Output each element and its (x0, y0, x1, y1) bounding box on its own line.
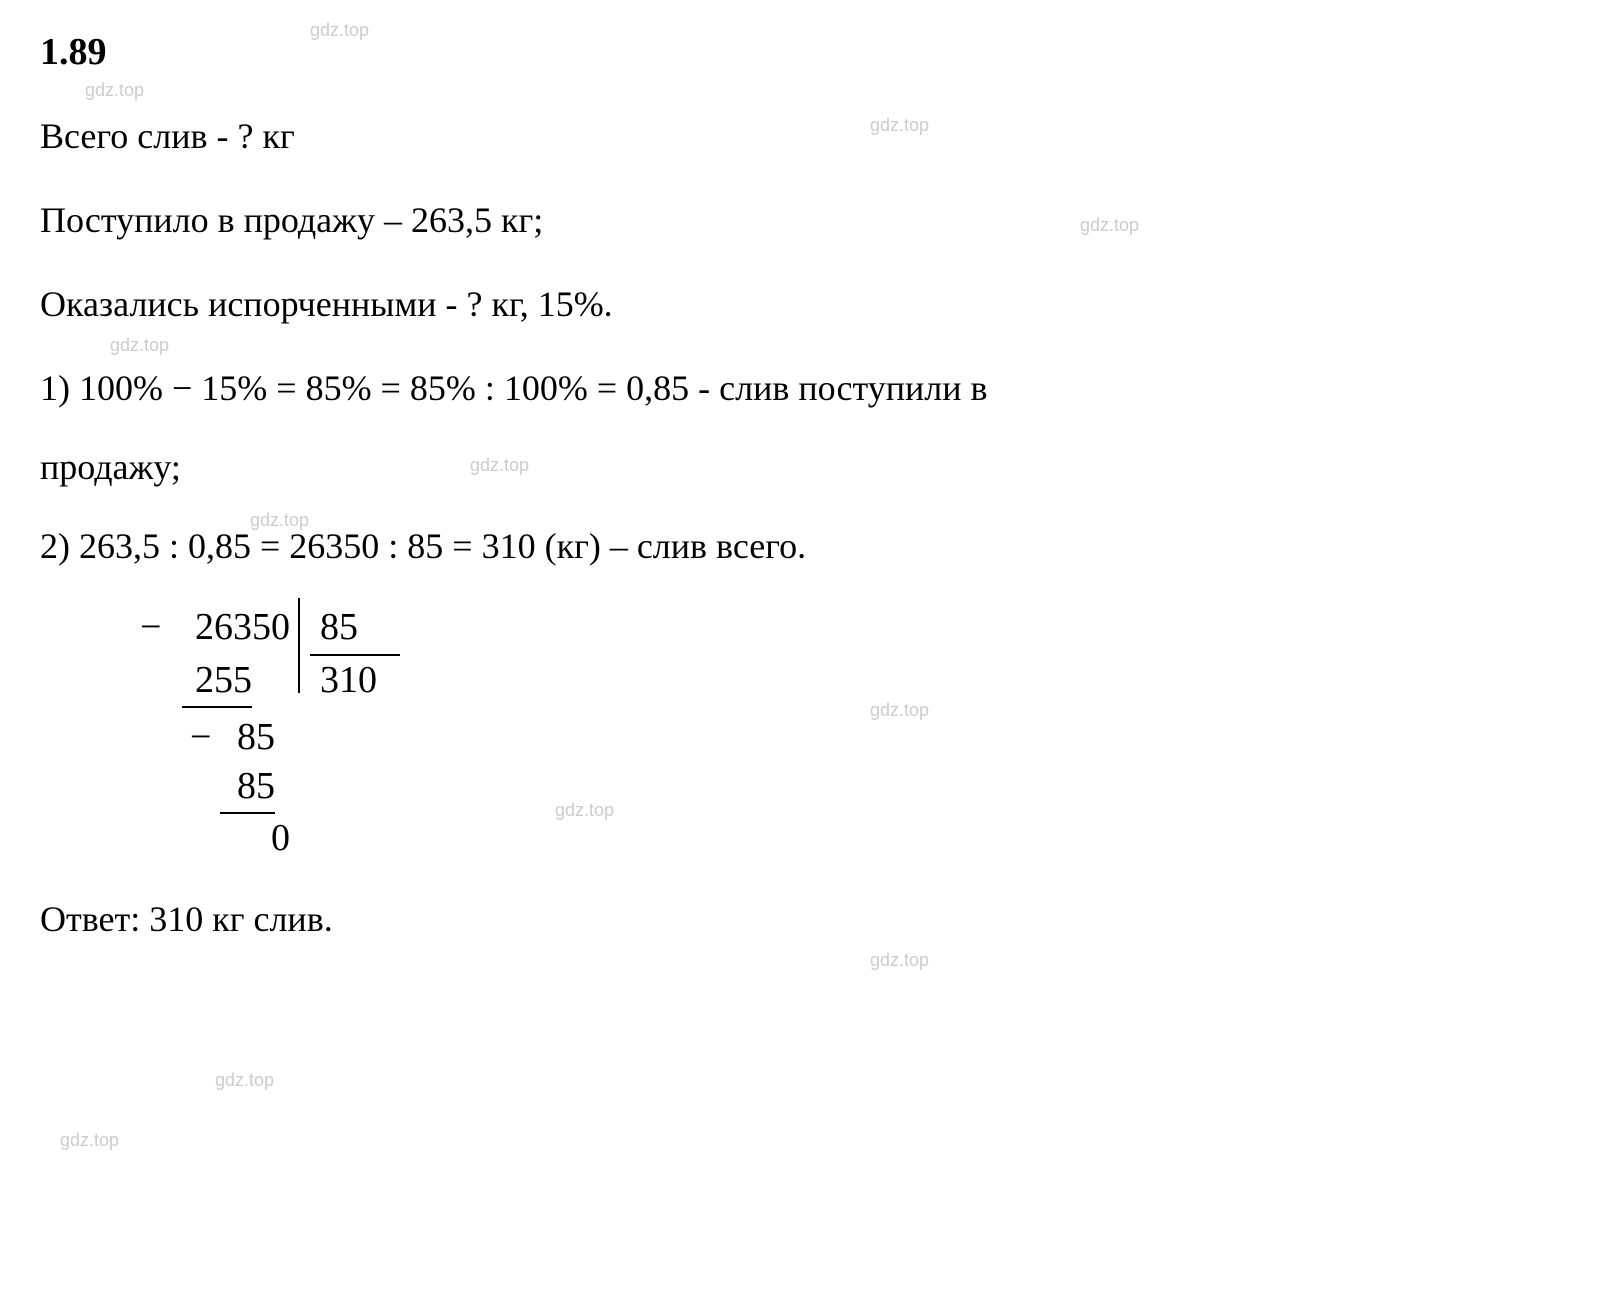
quotient: 310 (310, 656, 377, 705)
watermark: gdz.top (85, 80, 144, 101)
spoiled-line: Оказались испорченными - ? кг, 15%. (40, 277, 1572, 331)
watermark: gdz.top (555, 800, 614, 821)
step-1-line-a: 1) 100% − 15% = 85% = 85% : 100% = 0,85 … (40, 361, 1572, 415)
long-division: − 26350 85 255 310 − 85 85 0 (160, 603, 560, 863)
on-sale-line: Поступило в продажу – 263,5 кг; (40, 193, 1572, 247)
total-plums-line: Всего слив - ? кг (40, 109, 1572, 163)
remainder-1: 85 (160, 713, 275, 762)
dividend: 26350 (160, 603, 290, 652)
problem-number: 1.89 (40, 30, 1572, 74)
minus-sign-2: − (190, 713, 211, 762)
step-2-line: 2) 263,5 : 0,85 = 26350 : 85 = 310 (кг) … (40, 519, 1572, 573)
watermark: gdz.top (870, 700, 929, 721)
watermark: gdz.top (110, 335, 169, 356)
answer-line: Ответ: 310 кг слив. (40, 898, 1572, 940)
sub-1: 255 (182, 656, 252, 707)
final-remainder: 0 (160, 814, 290, 863)
watermark: gdz.top (60, 1130, 119, 1151)
watermark: gdz.top (215, 1070, 274, 1091)
minus-sign-1: − (140, 603, 161, 652)
sub-2: 85 (220, 762, 275, 813)
watermark: gdz.top (870, 950, 929, 971)
step-1-line-b: продажу; (40, 440, 1572, 494)
divisor: 85 (310, 603, 400, 656)
